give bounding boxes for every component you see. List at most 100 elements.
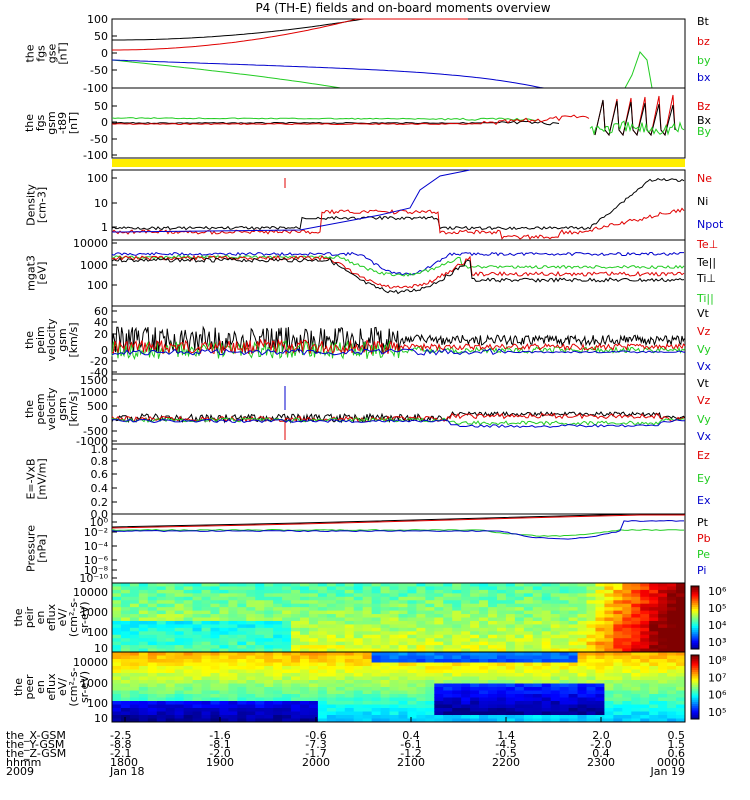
heatmap-cell [237,617,247,622]
heatmap-cell [416,655,426,660]
heatmap-cell [371,596,382,601]
heatmap-cell [667,634,677,639]
colorbar-cell [691,657,699,660]
y-axis-label: thefgsgse[nT] [24,42,70,64]
heatmap-cell [192,694,203,698]
heatmap-cell [120,645,131,650]
heatmap-cell [479,701,489,705]
heatmap-cell [604,627,614,632]
heatmap-cell [308,690,319,695]
heatmap-cell [586,683,596,688]
heatmap-cell [308,666,319,670]
series-Pt [111,513,685,528]
heatmap-cell [496,641,507,646]
legend-Vy: Vy [697,343,711,356]
heatmap-cell [344,718,355,723]
heatmap-cell [398,631,408,636]
heatmap-cell [443,669,453,674]
heatmap-cell [541,704,552,709]
heatmap-cell [676,676,686,681]
heatmap-cell [300,676,310,681]
heatmap-cell [147,610,158,615]
heatmap-cell [505,718,516,723]
heatmap-cell [523,617,534,622]
heatmap-cell [550,683,561,688]
heatmap-cell [362,676,373,681]
heatmap-cell [308,645,319,650]
legend-Vt: Vt [697,307,710,320]
colorbar-cell [691,611,699,614]
heatmap-cell [237,666,247,670]
heatmap-cell [514,701,525,705]
colorbar-cell [691,617,699,621]
heatmap-cell [246,624,256,629]
heatmap-cell [425,631,435,636]
heatmap-cell [676,583,686,587]
heatmap-cell [568,666,579,670]
colorbar-cell [691,672,699,675]
heatmap-cell [147,655,158,660]
heatmap-cell [112,708,122,712]
heatmap-cell [389,627,399,632]
heatmap-cell [237,631,247,636]
heatmap-cell [532,648,543,653]
heatmap-cell [291,586,301,591]
heatmap-cell [371,634,382,639]
heatmap-cell [210,607,220,612]
heatmap-cell [120,659,131,663]
heatmap-cell [649,718,659,723]
heatmap-cell [640,662,650,667]
heatmap-cell [192,659,203,663]
heatmap-cell [317,669,328,674]
y-axis-label: E=-VxB[mV/m] [25,458,49,499]
heatmap-cell [255,652,265,656]
heatmap-cell [138,634,149,639]
heatmap-cell [541,687,552,691]
heatmap-cell [550,701,561,705]
heatmap-cell [201,645,211,650]
heatmap-cell [291,620,301,625]
heatmap-cell [308,715,319,719]
heatmap-cell [577,701,588,705]
y-label-line: peir [23,606,36,628]
heatmap-cell [676,607,686,612]
heatmap-cell [461,620,471,625]
heatmap-cell [219,652,229,656]
heatmap-cell [416,586,426,591]
heatmap-cell [138,655,149,660]
heatmap-cell [443,694,453,698]
heatmap-cell [425,610,435,615]
heatmap-cell [604,638,614,643]
heatmap-cell [371,697,382,702]
heatmap-cell [335,603,346,608]
heatmap-cell [326,593,337,598]
y-label-line: gse [46,44,59,64]
heatmap-cell [434,624,444,629]
heatmap-cell [389,652,399,656]
heatmap-cell [183,583,194,587]
heatmap-cell [416,687,426,691]
heatmap-cell [362,704,373,709]
heatmap-cell [165,634,176,639]
heatmap-cell [523,593,534,598]
heatmap-cell [353,715,364,719]
heatmap-cell [308,634,319,639]
heatmap-cell [112,600,122,605]
heatmap-cell [532,683,543,688]
heatmap-cell [147,648,158,653]
heatmap-cell [568,586,579,591]
heatmap-cell [326,687,337,691]
heatmap-cell [389,641,399,646]
heatmap-cell [416,718,426,723]
series-Vx [111,348,686,356]
heatmap-cell [479,634,489,639]
x-tick-label: 2.0 [592,729,610,742]
heatmap-cell [613,676,623,681]
heatmap-cell [622,680,632,684]
heatmap-cell [658,634,668,639]
heatmap-cell [434,596,444,601]
heatmap-cell [183,711,194,716]
heatmap-cell [335,589,346,594]
heatmap-cell [568,680,579,684]
heatmap-cell [604,641,614,646]
